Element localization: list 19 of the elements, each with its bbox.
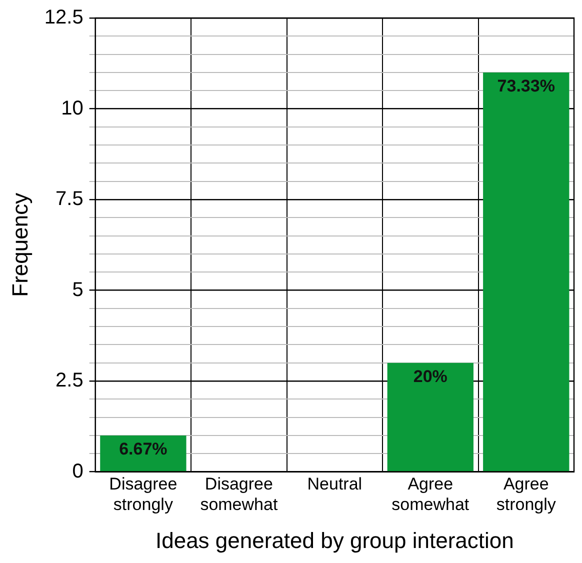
y-tick-label: 0 xyxy=(72,460,84,482)
x-tick-label: Disagree somewhat xyxy=(200,474,278,514)
bar xyxy=(100,435,186,472)
y-tick-label: 10 xyxy=(61,97,84,120)
x-tick-label: Agree somewhat xyxy=(392,474,470,514)
bar xyxy=(387,362,474,472)
y-tick-label: 2.5 xyxy=(56,370,84,392)
x-tick-label: Disagree strongly xyxy=(109,474,178,514)
annotation: 73.33% xyxy=(497,76,555,96)
y-axis-title: Frequency xyxy=(7,192,32,297)
annotation: 20% xyxy=(413,367,448,386)
bar xyxy=(483,72,570,472)
x-axis-title: Ideas generated by group interaction xyxy=(155,528,514,553)
y-tick-label: 5 xyxy=(72,278,84,301)
annotation: 6.67% xyxy=(119,440,168,459)
y-tick-label: 7.5 xyxy=(56,188,84,210)
y-tick-label: 12.5 xyxy=(44,6,84,29)
x-tick-label: Neutral xyxy=(307,474,362,494)
x-tick-label: Agree strongly xyxy=(496,474,556,514)
